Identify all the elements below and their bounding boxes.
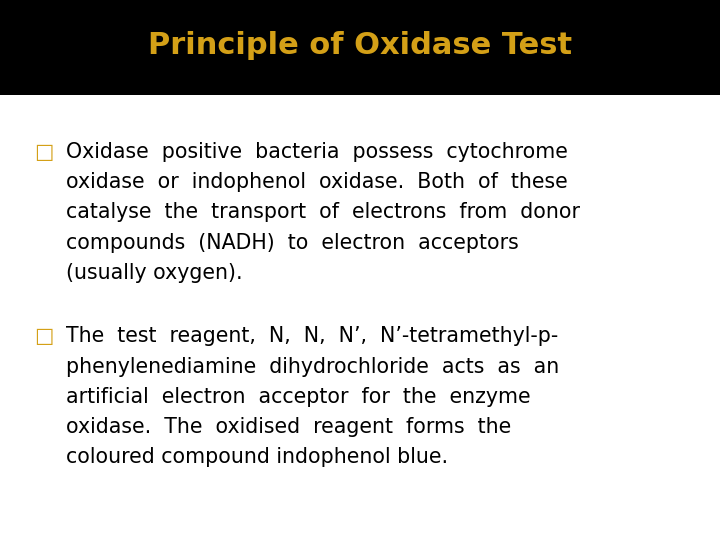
- Bar: [0, 0, 720, 95]
- Text: phenylenediamine  dihydrochloride  acts  as  an: phenylenediamine dihydrochloride acts as…: [66, 356, 559, 377]
- Text: artificial  electron  acceptor  for  the  enzyme: artificial electron acceptor for the enz…: [66, 387, 531, 407]
- Text: □: □: [35, 326, 54, 346]
- Bar: [0, 95, 720, 540]
- Text: coloured compound indophenol blue.: coloured compound indophenol blue.: [66, 448, 449, 468]
- Text: The  test  reagent,  N,  N,  N’,  N’-tetramethyl-p-: The test reagent, N, N, N’, N’-tetrameth…: [66, 326, 559, 346]
- Text: □: □: [35, 141, 54, 161]
- Text: Oxidase  positive  bacteria  possess  cytochrome: Oxidase positive bacteria possess cytoch…: [66, 141, 568, 161]
- Text: (usually oxygen).: (usually oxygen).: [66, 263, 243, 283]
- Text: oxidase  or  indophenol  oxidase.  Both  of  these: oxidase or indophenol oxidase. Both of t…: [66, 172, 568, 192]
- Text: catalyse  the  transport  of  electrons  from  donor: catalyse the transport of electrons from…: [66, 202, 580, 222]
- Text: oxidase.  The  oxidised  reagent  forms  the: oxidase. The oxidised reagent forms the: [66, 417, 511, 437]
- Text: compounds  (NADH)  to  electron  acceptors: compounds (NADH) to electron acceptors: [66, 233, 519, 253]
- Text: Principle of Oxidase Test: Principle of Oxidase Test: [148, 31, 572, 60]
